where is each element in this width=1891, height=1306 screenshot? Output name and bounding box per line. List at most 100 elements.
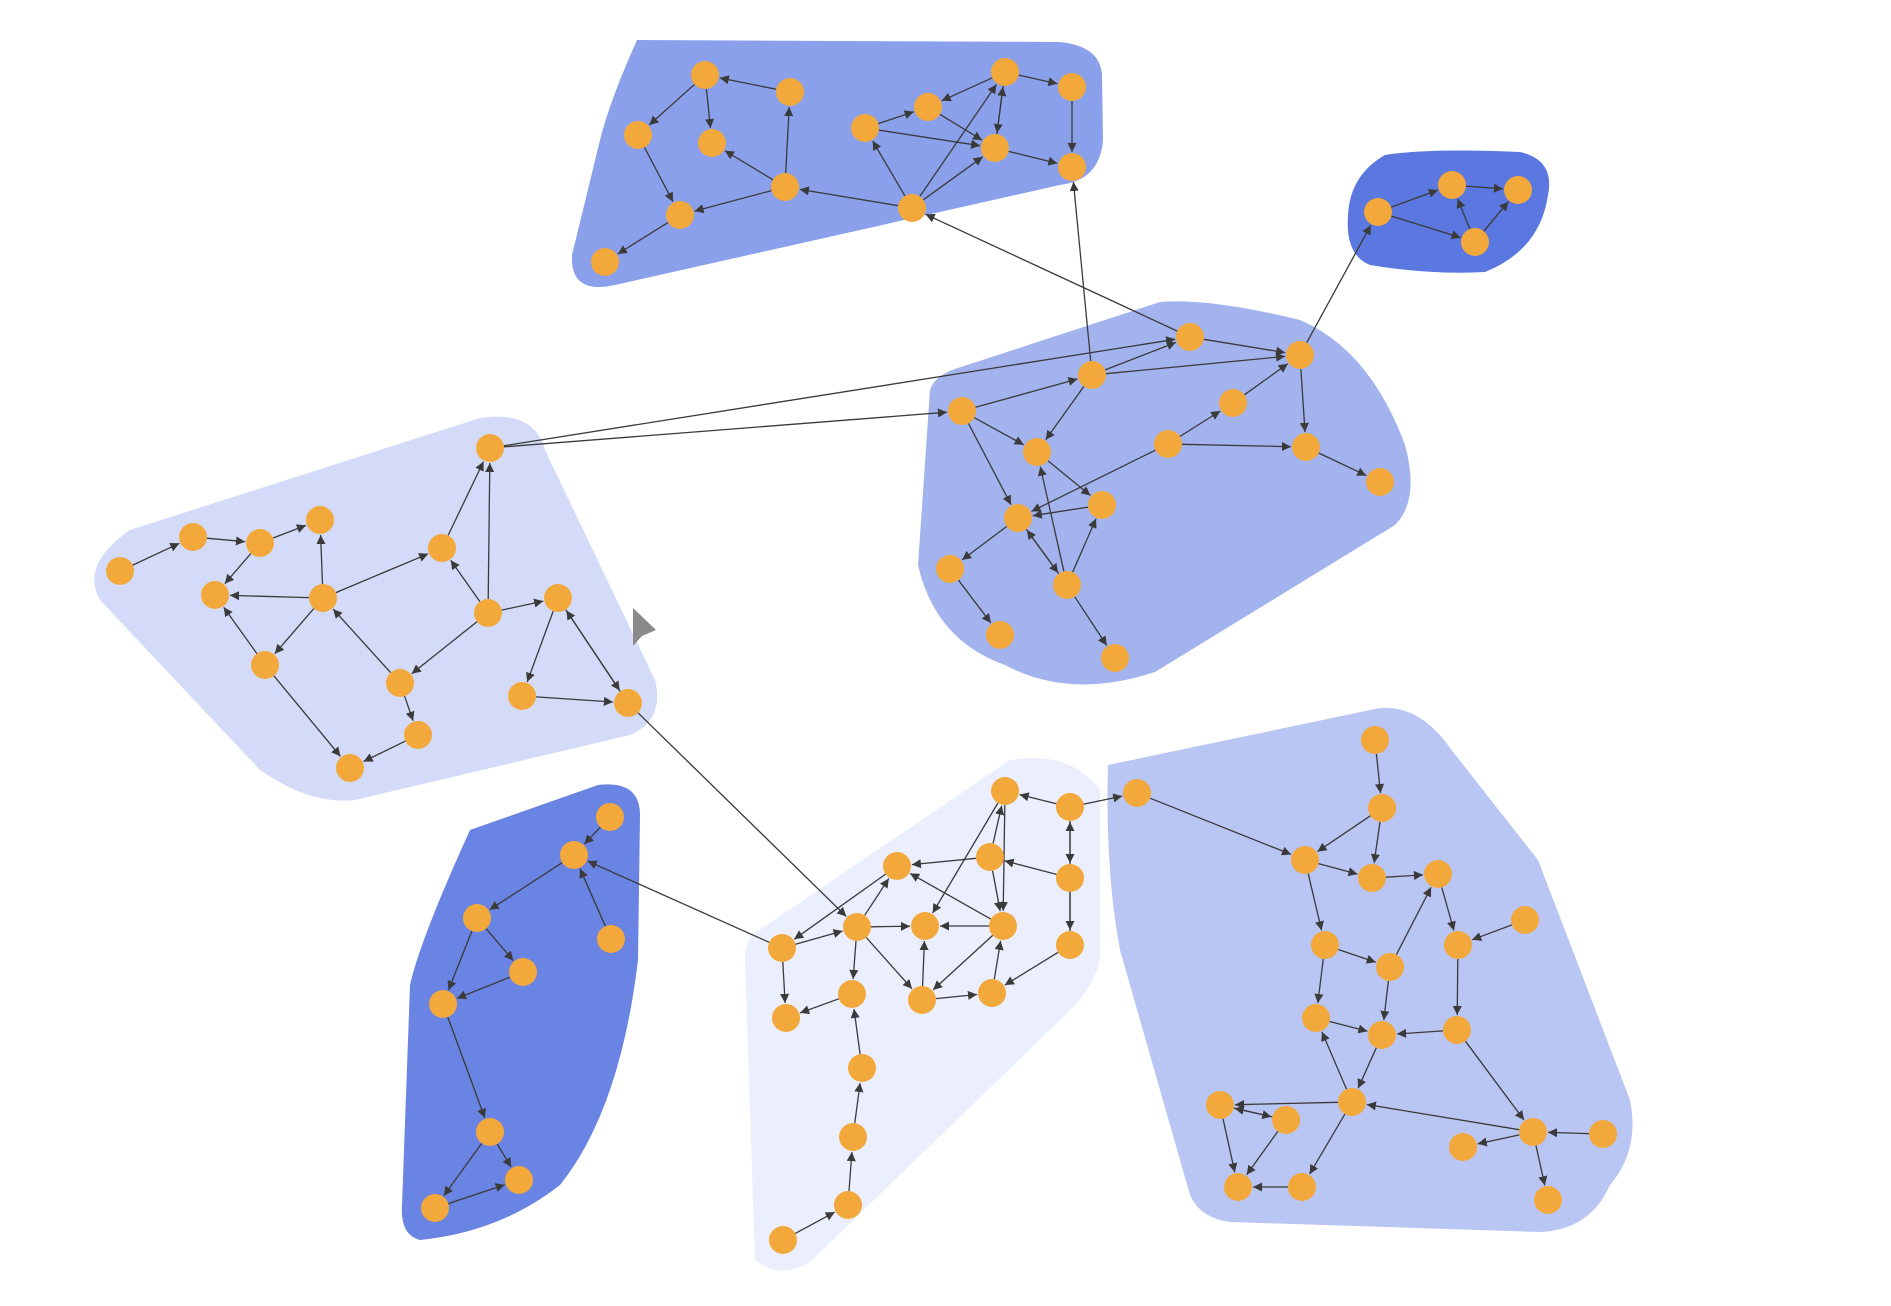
graph-node[interactable] bbox=[1424, 860, 1452, 888]
graph-node[interactable] bbox=[1288, 1173, 1316, 1201]
graph-node[interactable] bbox=[1438, 171, 1466, 199]
graph-node[interactable] bbox=[914, 93, 942, 121]
graph-node[interactable] bbox=[336, 754, 364, 782]
graph-node[interactable] bbox=[505, 1166, 533, 1194]
graph-node[interactable] bbox=[1376, 953, 1404, 981]
graph-node[interactable] bbox=[1534, 1186, 1562, 1214]
graph-node[interactable] bbox=[1291, 846, 1319, 874]
graph-node[interactable] bbox=[1589, 1120, 1617, 1148]
graph-node[interactable] bbox=[772, 1004, 800, 1032]
graph-node[interactable] bbox=[463, 904, 491, 932]
graph-node[interactable] bbox=[624, 121, 652, 149]
graph-node[interactable] bbox=[251, 651, 279, 679]
graph-node[interactable] bbox=[1058, 153, 1086, 181]
graph-node[interactable] bbox=[597, 925, 625, 953]
graph-node[interactable] bbox=[1004, 504, 1032, 532]
graph-node[interactable] bbox=[1368, 1021, 1396, 1049]
graph-node[interactable] bbox=[839, 1123, 867, 1151]
graph-node[interactable] bbox=[1449, 1133, 1477, 1161]
graph-node[interactable] bbox=[991, 777, 1019, 805]
graph-node[interactable] bbox=[179, 523, 207, 551]
graph-node[interactable] bbox=[1368, 794, 1396, 822]
graph-node[interactable] bbox=[1058, 73, 1086, 101]
graph-node[interactable] bbox=[428, 534, 456, 562]
graph-node[interactable] bbox=[1272, 1106, 1300, 1134]
graph-node[interactable] bbox=[309, 584, 337, 612]
graph-node[interactable] bbox=[1444, 931, 1472, 959]
graph-node[interactable] bbox=[976, 843, 1004, 871]
graph-node[interactable] bbox=[1311, 931, 1339, 959]
graph-node[interactable] bbox=[1056, 931, 1084, 959]
graph-node[interactable] bbox=[666, 201, 694, 229]
graph-node[interactable] bbox=[838, 980, 866, 1008]
edge-arrow bbox=[922, 156, 984, 201]
graph-node[interactable] bbox=[834, 1191, 862, 1219]
graph-node[interactable] bbox=[776, 78, 804, 106]
graph-node[interactable] bbox=[1023, 438, 1051, 466]
graph-node[interactable] bbox=[1358, 864, 1386, 892]
graph-node[interactable] bbox=[474, 599, 502, 627]
graph-node[interactable] bbox=[1286, 341, 1314, 369]
graph-node[interactable] bbox=[560, 841, 588, 869]
graph-node[interactable] bbox=[1364, 198, 1392, 226]
graph-node[interactable] bbox=[306, 506, 334, 534]
graph-node[interactable] bbox=[509, 958, 537, 986]
edge-arrow bbox=[1031, 449, 1156, 512]
graph-node[interactable] bbox=[429, 990, 457, 1018]
graph-node[interactable] bbox=[1224, 1173, 1252, 1201]
graph-node[interactable] bbox=[1101, 644, 1129, 672]
graph-node[interactable] bbox=[1154, 430, 1182, 458]
graph-node[interactable] bbox=[106, 557, 134, 585]
graph-node[interactable] bbox=[476, 1118, 504, 1146]
graph-node[interactable] bbox=[843, 913, 871, 941]
graph-node[interactable] bbox=[591, 248, 619, 276]
graph-node[interactable] bbox=[691, 61, 719, 89]
graph-node[interactable] bbox=[1443, 1016, 1471, 1044]
graph-node[interactable] bbox=[476, 434, 504, 462]
graph-node[interactable] bbox=[981, 134, 1009, 162]
graph-node[interactable] bbox=[911, 912, 939, 940]
graph-node[interactable] bbox=[769, 1226, 797, 1254]
graph-node[interactable] bbox=[1219, 389, 1247, 417]
graph-node[interactable] bbox=[1053, 571, 1081, 599]
graph-node[interactable] bbox=[421, 1194, 449, 1222]
graph-node[interactable] bbox=[1206, 1091, 1234, 1119]
graph-node[interactable] bbox=[1302, 1004, 1330, 1032]
graph-node[interactable] bbox=[1366, 468, 1394, 496]
graph-node[interactable] bbox=[1361, 726, 1389, 754]
graph-node[interactable] bbox=[1519, 1118, 1547, 1146]
graph-node[interactable] bbox=[771, 173, 799, 201]
graph-node[interactable] bbox=[1292, 433, 1320, 461]
graph-node[interactable] bbox=[936, 555, 964, 583]
graph-node[interactable] bbox=[991, 58, 1019, 86]
graph-node[interactable] bbox=[508, 682, 536, 710]
graph-node[interactable] bbox=[201, 581, 229, 609]
graph-node[interactable] bbox=[404, 721, 432, 749]
graph-node[interactable] bbox=[1511, 906, 1539, 934]
graph-node[interactable] bbox=[768, 934, 796, 962]
graph-node[interactable] bbox=[1078, 361, 1106, 389]
graph-node[interactable] bbox=[698, 129, 726, 157]
graph-node[interactable] bbox=[908, 986, 936, 1014]
graph-node[interactable] bbox=[386, 669, 414, 697]
graph-node[interactable] bbox=[246, 529, 274, 557]
graph-node[interactable] bbox=[1056, 793, 1084, 821]
graph-node[interactable] bbox=[544, 584, 572, 612]
graph-node[interactable] bbox=[898, 194, 926, 222]
graph-node[interactable] bbox=[986, 621, 1014, 649]
graph-node[interactable] bbox=[1461, 228, 1489, 256]
graph-node[interactable] bbox=[848, 1054, 876, 1082]
graph-node[interactable] bbox=[1338, 1088, 1366, 1116]
graph-node[interactable] bbox=[948, 397, 976, 425]
graph-node[interactable] bbox=[851, 114, 879, 142]
graph-node[interactable] bbox=[1176, 323, 1204, 351]
graph-node[interactable] bbox=[1504, 176, 1532, 204]
graph-node[interactable] bbox=[614, 689, 642, 717]
graph-node[interactable] bbox=[978, 979, 1006, 1007]
graph-node[interactable] bbox=[989, 912, 1017, 940]
graph-node[interactable] bbox=[596, 803, 624, 831]
graph-node[interactable] bbox=[1123, 779, 1151, 807]
graph-node[interactable] bbox=[1088, 491, 1116, 519]
graph-node[interactable] bbox=[883, 852, 911, 880]
graph-node[interactable] bbox=[1056, 864, 1084, 892]
